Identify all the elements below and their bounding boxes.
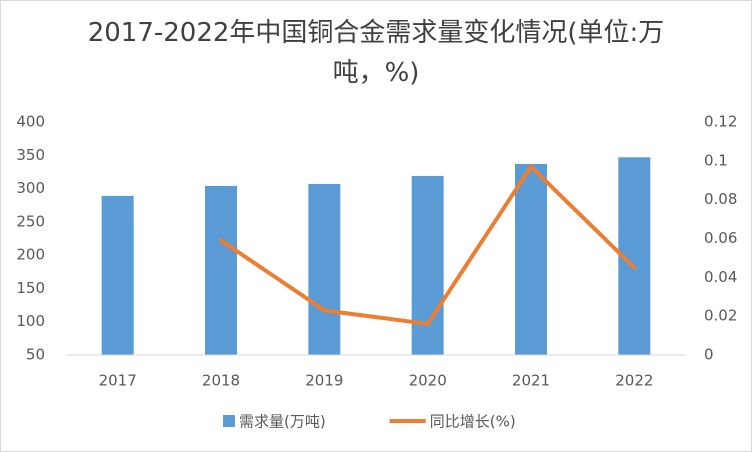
- y-tick-label: 300: [16, 179, 45, 197]
- x-tick-label: 2020: [409, 372, 447, 390]
- y2-tick-label: 0.08: [704, 190, 737, 208]
- x-tick-label: 2019: [305, 372, 343, 390]
- y-tick-label: 150: [16, 279, 45, 297]
- y-tick-label: 250: [16, 212, 45, 230]
- y-tick-label: 200: [16, 246, 45, 264]
- y-tick-label: 400: [16, 113, 45, 131]
- y2-tick-label: 0.12: [704, 113, 737, 131]
- chart-title: 2017-2022年中国铜合金需求量变化情况(单位:万吨，%): [87, 18, 665, 88]
- bar: [515, 163, 547, 355]
- legend-label: 同比增长(%): [430, 413, 516, 431]
- y2-tick-label: 0: [704, 346, 714, 364]
- legend-swatch: [223, 415, 235, 427]
- bar: [205, 185, 237, 355]
- y2-tick-label: 0.02: [704, 307, 737, 325]
- y-tick-label: 100: [16, 312, 45, 330]
- x-tick-label: 2022: [615, 372, 653, 390]
- y2-tick-label: 0.06: [704, 229, 737, 247]
- bar: [411, 175, 444, 355]
- bar: [101, 195, 134, 355]
- legend-label: 需求量(万吨): [239, 413, 326, 431]
- y2-tick-label: 0.04: [704, 268, 737, 286]
- y2-tick-label: 0.1: [704, 151, 728, 169]
- x-tick-label: 2018: [202, 372, 240, 390]
- y-tick-label: 350: [16, 146, 45, 164]
- bar: [308, 183, 341, 355]
- line: [219, 164, 637, 326]
- y-tick-label: 50: [26, 346, 45, 364]
- x-tick-label: 2017: [99, 372, 137, 390]
- x-tick-label: 2021: [512, 372, 550, 390]
